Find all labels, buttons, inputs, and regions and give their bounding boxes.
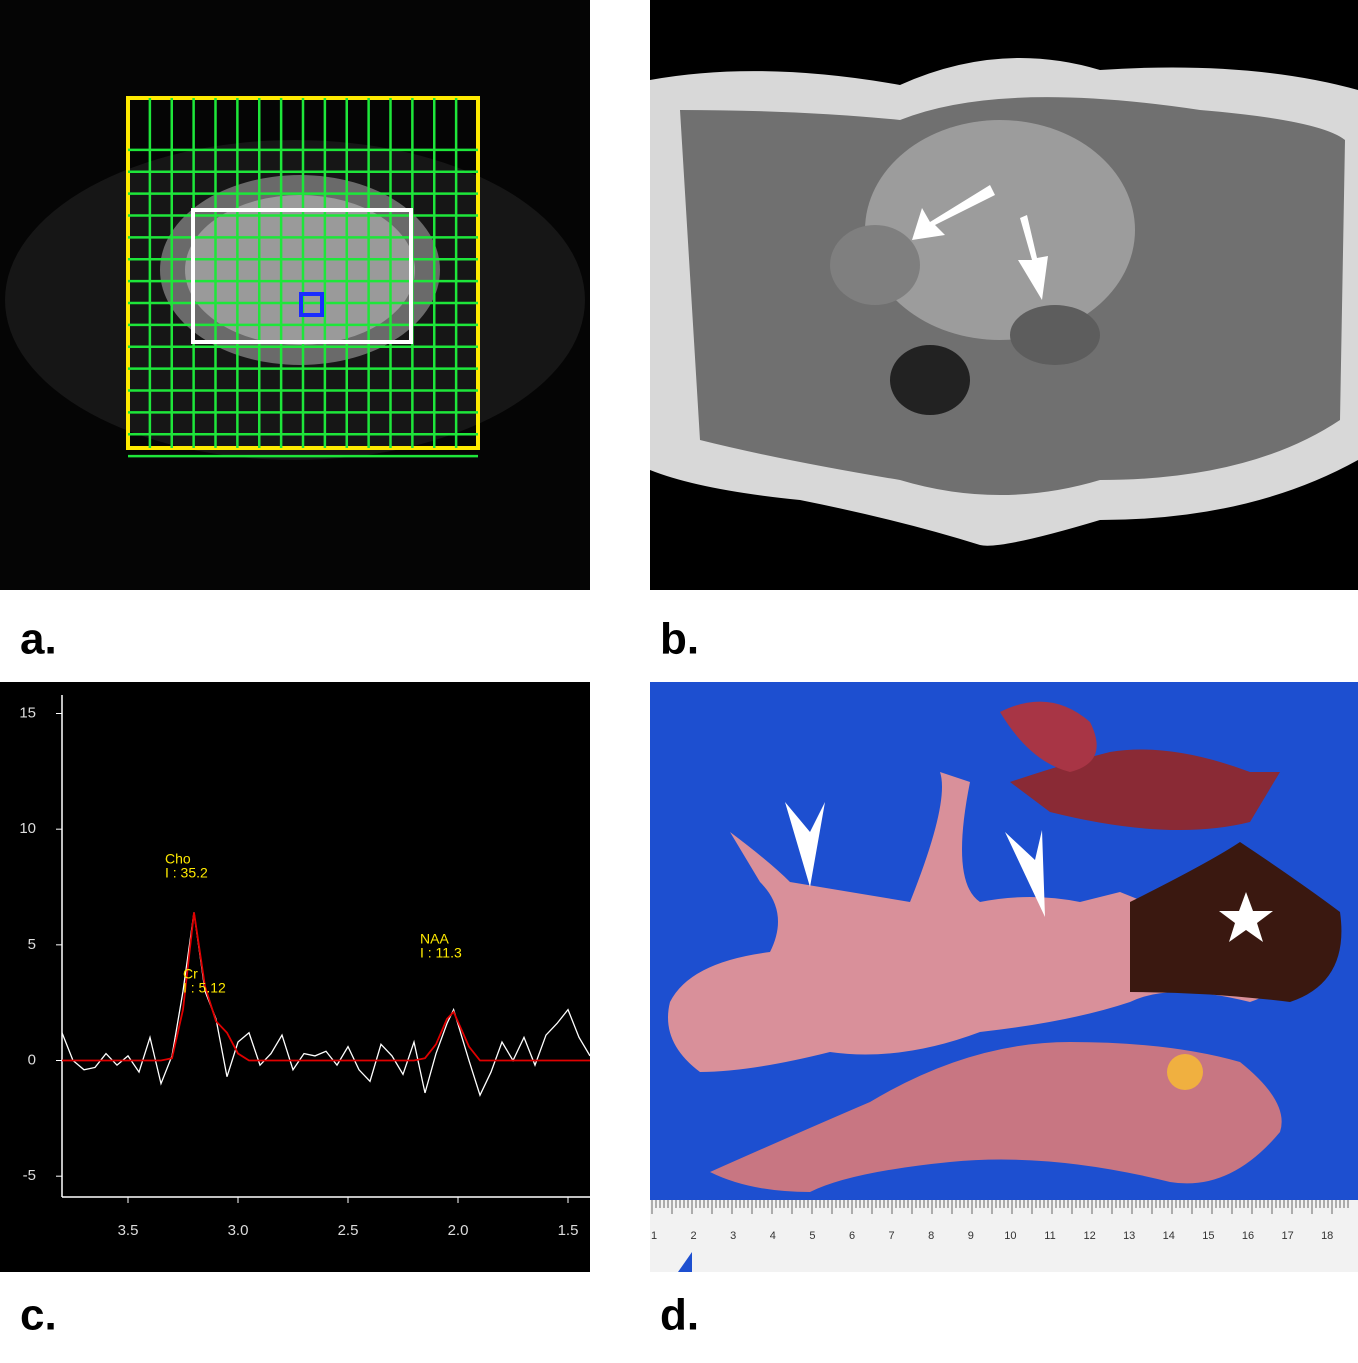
ruler-label: 8 xyxy=(928,1230,934,1242)
rectum xyxy=(890,345,970,415)
specimen xyxy=(668,772,1302,1072)
ruler-label: 14 xyxy=(1163,1230,1175,1242)
ruler-label: 15 xyxy=(1202,1230,1214,1242)
spectrum-line xyxy=(61,912,591,1097)
peak-name: NAA xyxy=(420,931,449,947)
specimen xyxy=(710,1042,1282,1192)
x-tick-label: 3.5 xyxy=(118,1222,139,1239)
ruler-label: 7 xyxy=(889,1230,895,1242)
x-tick-label: 3.0 xyxy=(228,1222,249,1239)
panel-d: 1 2 3 4 5 6 7 8 9 10 11 12 13 14 15 16 17 18 xyxy=(650,682,1358,1272)
panel-label: a. xyxy=(20,615,57,664)
ruler-label: 1 xyxy=(651,1230,657,1242)
ruler-label: 18 xyxy=(1321,1230,1333,1242)
voxel-grid xyxy=(128,98,478,458)
bladder-mass xyxy=(865,120,1135,340)
arrow xyxy=(785,802,825,887)
spectrum-line xyxy=(62,912,590,1062)
ruler-label: 3 xyxy=(730,1230,736,1242)
panel-b xyxy=(650,0,1358,590)
ruler-label: 17 xyxy=(1281,1230,1293,1242)
x-tick-label: 2.0 xyxy=(448,1222,469,1239)
arrow xyxy=(1018,215,1048,300)
lesion xyxy=(830,225,920,305)
selected-voxel xyxy=(299,292,324,317)
panel-label: c. xyxy=(20,1291,57,1340)
nodule xyxy=(1167,1054,1203,1090)
panel-label: b. xyxy=(660,615,699,664)
peak-integral: I : 35.2 xyxy=(165,865,208,881)
lesion xyxy=(1010,305,1100,365)
ruler-label: 13 xyxy=(1123,1230,1135,1242)
chart-background xyxy=(0,682,590,1272)
peak-integral: I : 11.3 xyxy=(420,945,462,961)
arrow xyxy=(912,185,995,240)
bladder-inner xyxy=(185,195,415,345)
ruler xyxy=(650,1200,1358,1272)
ruler-label: 12 xyxy=(1083,1230,1095,1242)
y-tick-label: -5 xyxy=(23,1167,36,1184)
x-tick-label: 2.5 xyxy=(338,1222,359,1239)
x-tick-label: 1.5 xyxy=(558,1222,579,1239)
y-tick-label: 15 xyxy=(19,704,36,721)
ruler-label: 6 xyxy=(849,1230,855,1242)
y-tick-label: 10 xyxy=(19,820,36,837)
ruler-label: 9 xyxy=(968,1230,974,1242)
peak-name: Cho xyxy=(165,851,191,867)
panel-label: d. xyxy=(660,1291,699,1340)
arrow xyxy=(1005,830,1045,917)
peak-name: Cr xyxy=(183,966,198,982)
star xyxy=(1219,892,1273,942)
panel-a xyxy=(0,0,590,590)
ruler-label: 11 xyxy=(1044,1230,1055,1242)
specimen xyxy=(1000,701,1097,772)
ruler-label: 2 xyxy=(691,1230,697,1242)
ruler-ticks xyxy=(651,1200,1349,1214)
y-tick-label: 5 xyxy=(28,936,36,953)
voi-box xyxy=(191,208,413,344)
ruler-label: 5 xyxy=(809,1230,815,1242)
peak-integral: I : 5.12 xyxy=(183,980,226,996)
ruler-logo xyxy=(678,1252,692,1272)
ruler-label: 4 xyxy=(770,1230,776,1242)
ruler-label: 10 xyxy=(1004,1230,1016,1242)
y-tick-label: 0 xyxy=(28,1051,36,1068)
ruler-label: 16 xyxy=(1242,1230,1254,1242)
